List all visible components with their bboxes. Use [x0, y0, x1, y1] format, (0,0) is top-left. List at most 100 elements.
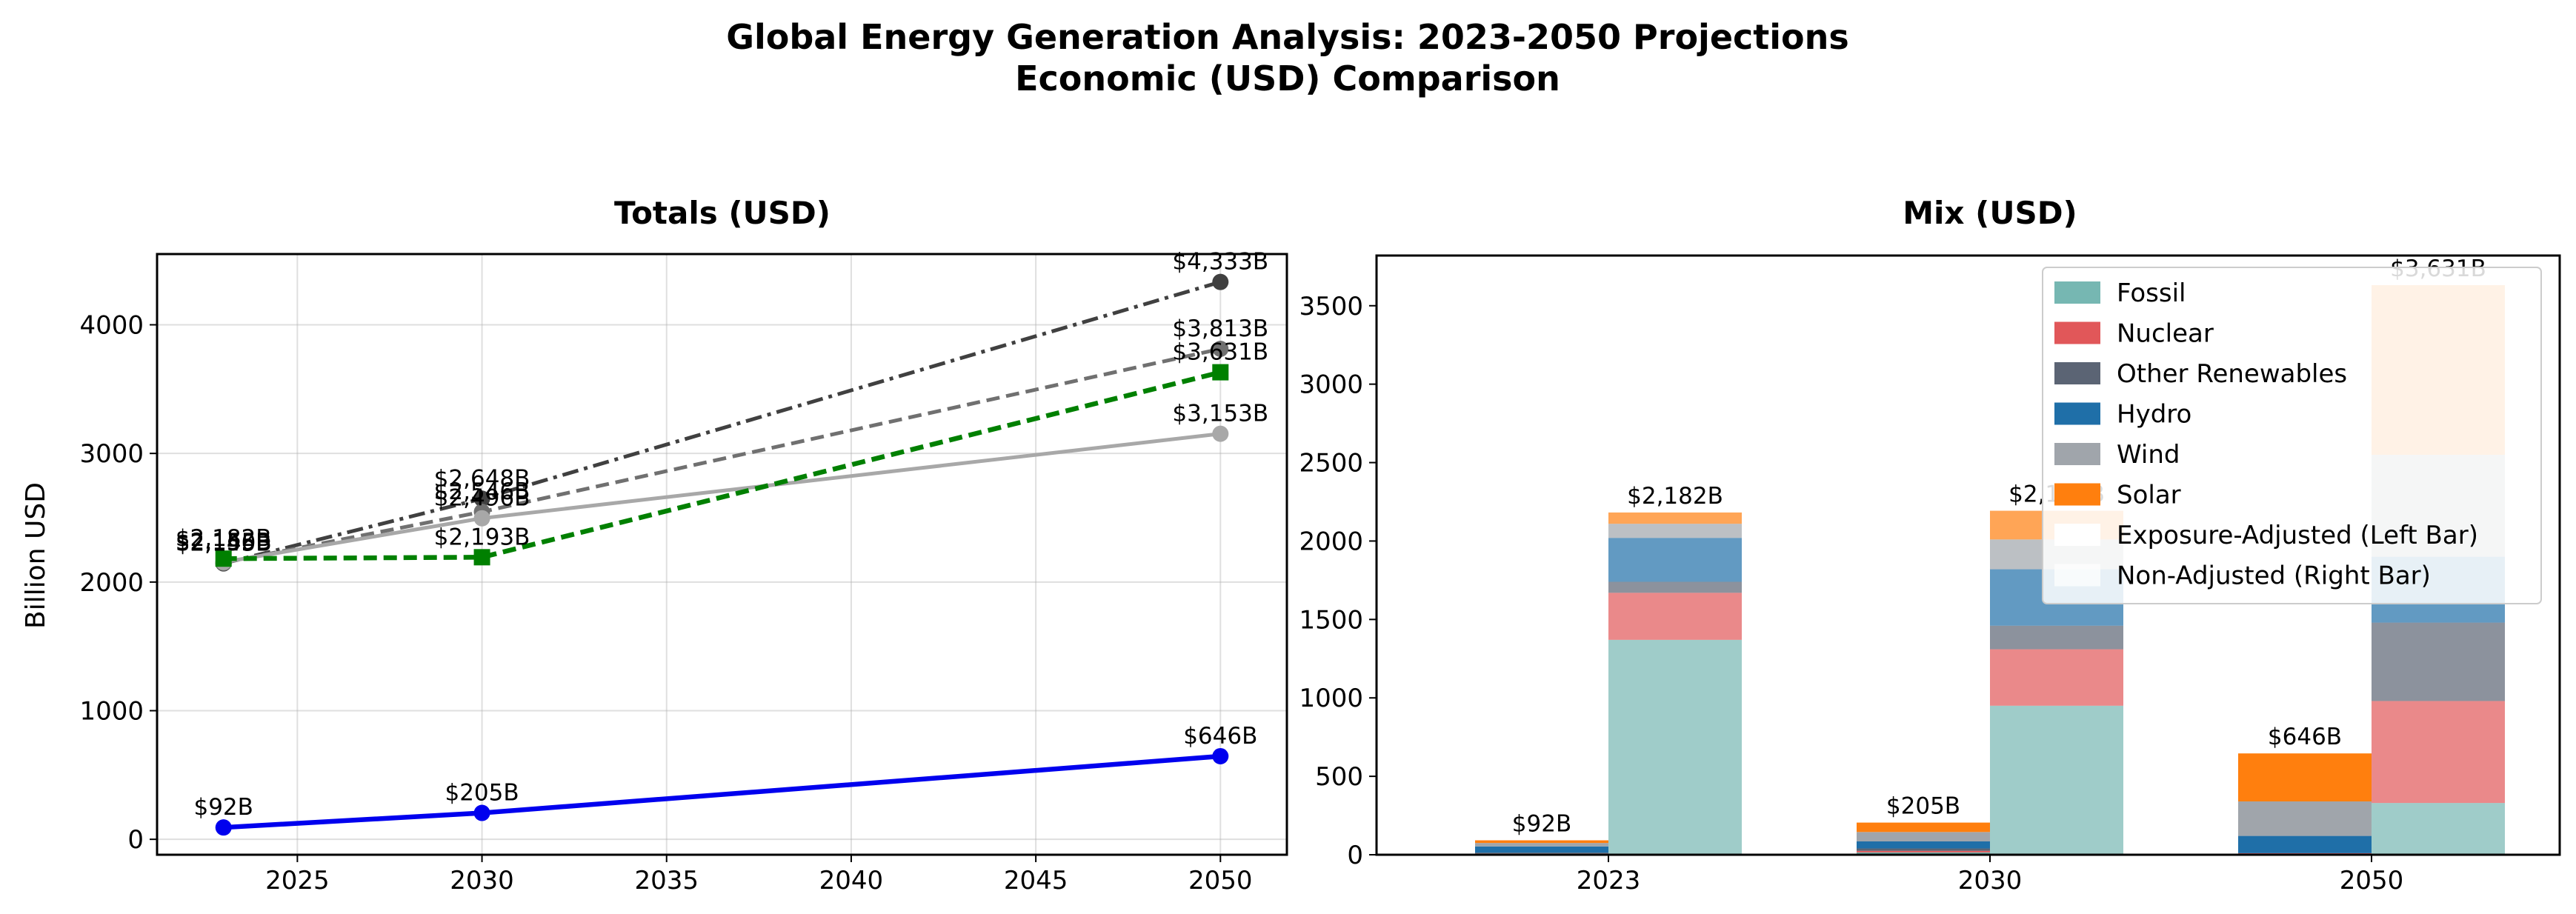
totals-x-tick-label: 2045 — [1004, 866, 1068, 895]
mix-chart-title: Mix (USD) — [1903, 195, 2077, 231]
mix-legend-swatch — [2054, 402, 2100, 425]
totals-y-tick-label: 0 — [127, 825, 144, 855]
mix-y-ticks: 0 500 1000 1500 2000 2500 3000 3500 — [1299, 292, 1377, 870]
mix-legend-box — [2042, 267, 2542, 604]
totals-data-point — [473, 549, 490, 566]
mix-stacked-bar-chart: Mix (USD) 0 500 1000 1500 2000 2500 3000 3500 2… — [1299, 195, 2561, 895]
mix-legend-label: Exposure-Adjusted (Left Bar) — [2117, 521, 2478, 550]
mix-bar-segment — [2238, 753, 2372, 801]
mix-legend-swatch — [2054, 483, 2100, 506]
mix-x-tick-label: 2030 — [1958, 866, 2023, 895]
totals-x-ticks: 2025 2030 2035 2040 2045 2050 — [265, 855, 1253, 895]
mix-y-tick-label: 2500 — [1299, 449, 1363, 478]
totals-y-tick-label: 3000 — [79, 439, 144, 469]
mix-y-tick-label: 500 — [1315, 762, 1363, 792]
mix-legend-label: Nuclear — [2117, 319, 2214, 349]
mix-bar-segment — [1990, 649, 2123, 706]
totals-data-point — [215, 819, 232, 836]
totals-data-label: $2,546B — [434, 478, 530, 505]
mix-bar-segment — [1608, 593, 1742, 640]
mix-bar-segment — [1990, 705, 2123, 855]
mix-bar-segment — [1857, 822, 1990, 833]
mix-legend-swatch — [2054, 362, 2100, 384]
totals-data-point — [1212, 747, 1229, 764]
mix-bar-segment — [2238, 835, 2372, 853]
mix-bars — [1475, 285, 2505, 855]
mix-y-tick-label: 1000 — [1299, 684, 1363, 713]
totals-data-point — [215, 550, 232, 567]
mix-bar-segment — [1857, 850, 1990, 853]
mix-legend-swatch — [2054, 443, 2100, 465]
mix-legend-label: Non-Adjusted (Right Bar) — [2117, 561, 2431, 591]
mix-legend-swatch — [2054, 564, 2100, 587]
mix-bar-segment — [1857, 841, 1990, 849]
totals-x-tick-label: 2050 — [1188, 866, 1253, 895]
mix-bar-segment — [1608, 538, 1742, 582]
mix-x-tick-label: 2023 — [1577, 866, 1641, 895]
totals-data-point — [473, 490, 490, 507]
totals-data-label: $92B — [193, 794, 253, 821]
mix-bar-segment — [1857, 848, 1990, 851]
totals-series-line — [223, 347, 1221, 565]
totals-series — [215, 273, 1229, 836]
mix-legend-label: Other Renewables — [2117, 359, 2347, 389]
mix-bar-segment — [2372, 622, 2505, 701]
mix-bar-total-label: $205B — [1886, 793, 1960, 820]
mix-bar-total-label: $646B — [2268, 724, 2342, 750]
totals-data-label: $2,496B — [434, 485, 530, 512]
totals-x-tick-label: 2035 — [634, 866, 699, 895]
totals-series-line — [223, 753, 1221, 830]
mix-bar-total-label: $2,182B — [1627, 483, 1723, 510]
mix-bar-total-label: $92B — [1512, 811, 1571, 838]
totals-data-label: $3,631B — [1172, 339, 1268, 366]
mix-legend: Fossil Nuclear Other Renewables Hydro Wind So… — [2042, 267, 2542, 604]
mix-bar-segment — [1475, 843, 1608, 847]
mix-bar-segment — [1857, 852, 1990, 855]
totals-data-point — [473, 510, 490, 527]
mix-x-ticks: 2023 2030 2050 — [1577, 855, 2403, 895]
totals-data-label: $4,333B — [1172, 249, 1268, 276]
totals-x-tick-label: 2030 — [450, 866, 514, 895]
mix-bar-segment — [1857, 832, 1990, 841]
totals-data-point — [1212, 364, 1229, 381]
totals-data-label: $2,193B — [434, 524, 530, 550]
mix-y-tick-label: 3500 — [1299, 292, 1363, 321]
totals-data-point — [473, 804, 490, 821]
totals-data-label: $205B — [445, 780, 519, 807]
mix-legend-swatch — [2054, 321, 2100, 344]
totals-data-label: $2,145B — [176, 530, 272, 557]
mix-bar-segment — [1990, 625, 2123, 650]
totals-x-tick-label: 2025 — [265, 866, 330, 895]
mix-bar-segment — [1475, 846, 1608, 853]
mix-legend-swatch — [2054, 524, 2100, 546]
totals-data-label: $3,153B — [1172, 401, 1268, 427]
totals-line-chart: Totals (USD) Billion USD 2025 2030 2035 204… — [21, 195, 1288, 895]
mix-bar-segment — [1608, 524, 1742, 538]
totals-y-tick-label: 4000 — [79, 311, 144, 341]
totals-data-label: $2,155B — [176, 529, 272, 556]
totals-data-label: $2,150B — [176, 530, 272, 556]
totals-y-axis-label: Billion USD — [21, 482, 51, 629]
totals-series-line — [223, 370, 1222, 561]
totals-data-label: $2,648B — [434, 465, 530, 492]
mix-y-tick-label: 2000 — [1299, 527, 1363, 556]
mix-legend-swatch — [2054, 281, 2100, 304]
mix-bar-segment — [2238, 801, 2372, 836]
mix-bar-segment — [1608, 639, 1742, 855]
totals-data-point — [1212, 425, 1229, 442]
figure-title-line1: Global Energy Generation Analysis: 2023-… — [726, 17, 1849, 57]
totals-data-label: $2,182B — [176, 525, 272, 552]
mix-plot-frame — [1375, 254, 2561, 856]
totals-y-tick-label: 2000 — [79, 568, 144, 598]
totals-data-point — [1212, 340, 1229, 357]
mix-legend-label: Hydro — [2117, 400, 2191, 430]
totals-data-label: $646B — [1183, 723, 1257, 750]
totals-data-labels: $2,145B $2,648B $4,333B $2,150B $2,546B $3,81… — [176, 249, 1268, 821]
mix-y-tick-label: 3000 — [1299, 370, 1363, 400]
totals-data-label: $3,813B — [1172, 316, 1268, 342]
mix-y-tick-label: 0 — [1347, 841, 1363, 870]
totals-plot-frame — [156, 253, 1288, 856]
mix-bar-segment — [1608, 581, 1742, 593]
figure-title-line2: Economic (USD) Comparison — [1015, 59, 1560, 99]
